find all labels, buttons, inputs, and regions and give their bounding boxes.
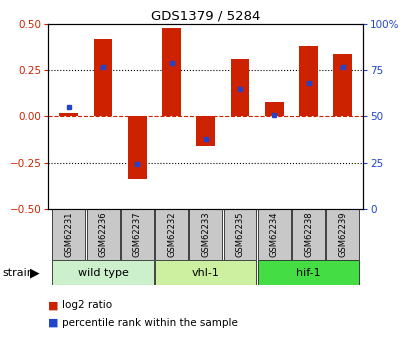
Bar bbox=[231, 59, 249, 117]
Bar bbox=[258, 260, 359, 285]
Bar bbox=[292, 209, 325, 260]
Bar bbox=[162, 28, 181, 117]
Bar bbox=[155, 209, 188, 260]
Text: GSM62238: GSM62238 bbox=[304, 212, 313, 257]
Text: wild type: wild type bbox=[78, 268, 129, 277]
Bar bbox=[299, 46, 318, 117]
Text: GSM62236: GSM62236 bbox=[99, 212, 108, 257]
Bar bbox=[258, 209, 291, 260]
Text: hif-1: hif-1 bbox=[296, 268, 321, 277]
Bar bbox=[326, 209, 359, 260]
Bar bbox=[94, 39, 113, 117]
Text: GSM62237: GSM62237 bbox=[133, 212, 142, 257]
Text: GSM62235: GSM62235 bbox=[236, 212, 244, 257]
Bar bbox=[128, 117, 147, 179]
Text: log2 ratio: log2 ratio bbox=[62, 300, 112, 310]
Text: ■: ■ bbox=[48, 300, 59, 310]
Bar bbox=[59, 113, 78, 117]
Text: GSM62232: GSM62232 bbox=[167, 212, 176, 257]
Bar bbox=[121, 209, 154, 260]
Text: ■: ■ bbox=[48, 318, 59, 327]
Text: ▶: ▶ bbox=[30, 266, 40, 279]
Bar bbox=[87, 209, 120, 260]
Bar bbox=[52, 260, 154, 285]
Text: strain: strain bbox=[2, 268, 34, 277]
Text: GSM62239: GSM62239 bbox=[338, 212, 347, 257]
Text: GSM62233: GSM62233 bbox=[201, 212, 210, 257]
Bar bbox=[333, 54, 352, 117]
Text: percentile rank within the sample: percentile rank within the sample bbox=[62, 318, 238, 327]
Bar bbox=[223, 209, 257, 260]
Bar bbox=[197, 117, 215, 146]
Title: GDS1379 / 5284: GDS1379 / 5284 bbox=[151, 10, 260, 23]
Text: vhl-1: vhl-1 bbox=[192, 268, 220, 277]
Bar bbox=[265, 102, 284, 117]
Text: GSM62234: GSM62234 bbox=[270, 212, 279, 257]
Bar bbox=[52, 209, 85, 260]
Text: GSM62231: GSM62231 bbox=[64, 212, 74, 257]
Bar bbox=[189, 209, 222, 260]
Bar bbox=[155, 260, 257, 285]
